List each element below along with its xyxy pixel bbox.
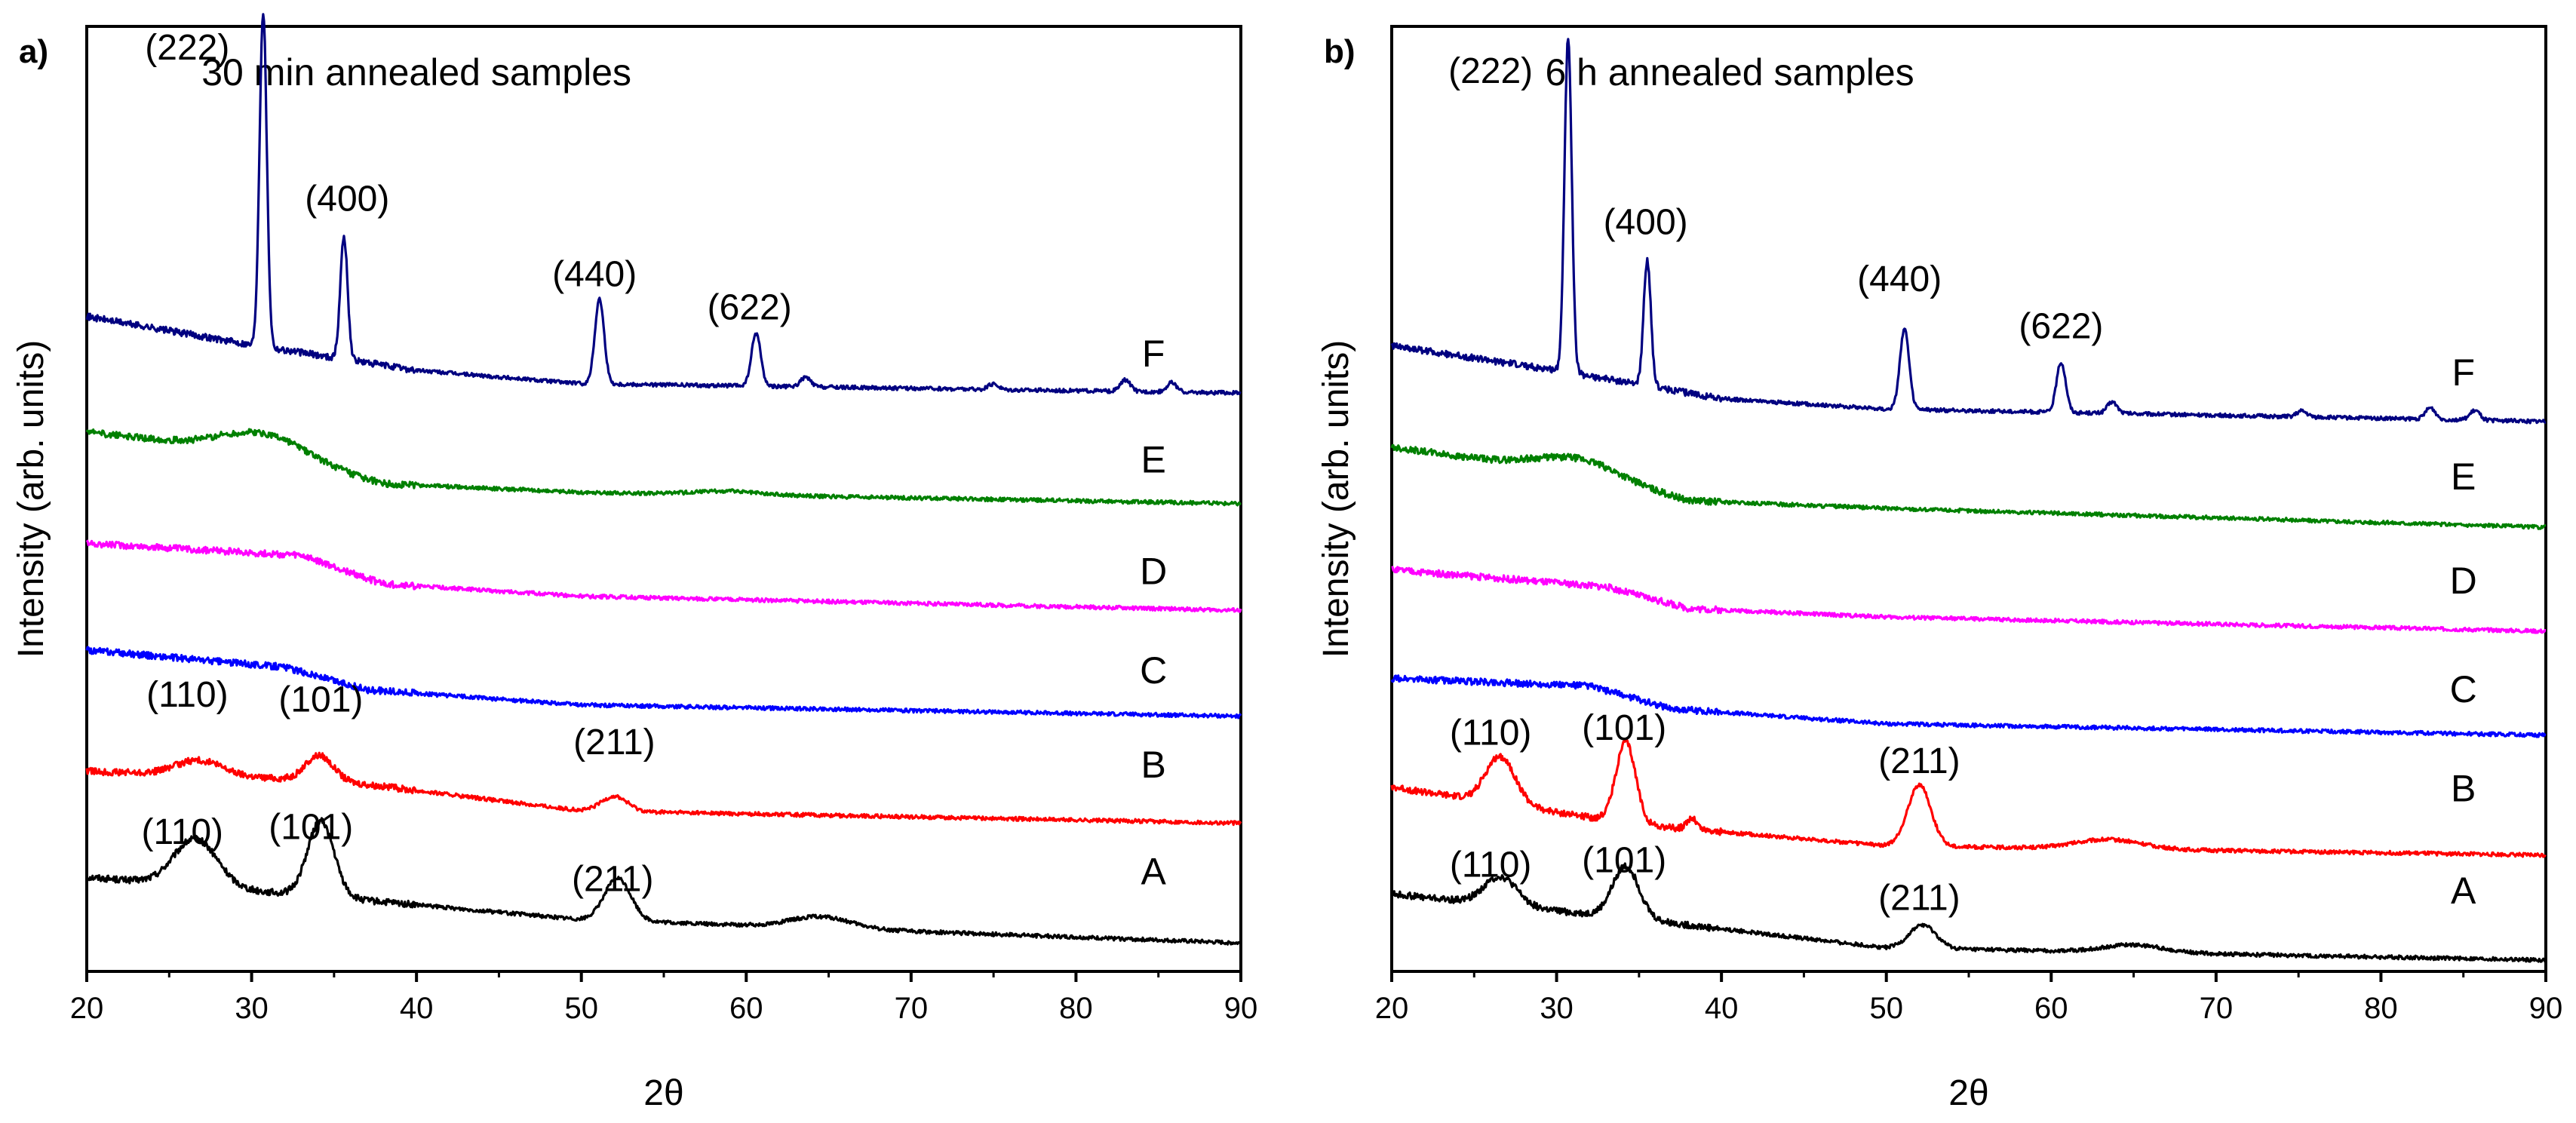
peak-annotation: (211) <box>573 723 656 762</box>
curve-label-F: F <box>1142 333 1165 375</box>
x-tick-label: 70 <box>895 992 929 1025</box>
series-line-A <box>85 817 1242 946</box>
series-line-B <box>85 751 1242 827</box>
curve-label-B: B <box>2451 767 2476 809</box>
x-tick-label: 60 <box>729 992 763 1025</box>
curve-label-A: A <box>2451 870 2476 912</box>
peak-annotation: (211) <box>1878 741 1960 781</box>
peak-annotation: (211) <box>572 859 654 899</box>
x-tick-label: 50 <box>1869 992 1903 1025</box>
curve-label-E: E <box>1141 438 1165 480</box>
series-line-D <box>1391 566 2547 634</box>
x-tick-label: 50 <box>564 992 598 1025</box>
peak-annotation: (400) <box>1604 203 1688 243</box>
y-axis-label: Intensity (arb. units) <box>11 340 51 658</box>
curve-label-C: C <box>1140 649 1167 692</box>
x-tick-label: 40 <box>1705 992 1739 1025</box>
curve-label-E: E <box>2451 456 2476 498</box>
x-tick-label: 60 <box>2034 992 2068 1025</box>
peak-annotation: (110) <box>1450 713 1532 753</box>
peak-annotation: (622) <box>708 287 792 327</box>
chart-title: 6 h annealed samples <box>1545 51 1914 94</box>
curve-label-A: A <box>1141 851 1166 893</box>
curve-label-C: C <box>2450 668 2477 710</box>
peak-annotation: (440) <box>1857 259 1942 299</box>
x-axis-label: 2θ <box>1948 1073 1988 1113</box>
series-line-D <box>85 539 1242 613</box>
peak-annotation: (222) <box>1448 51 1533 91</box>
series-line-E <box>1390 443 2547 530</box>
curve-label-D: D <box>2450 560 2477 602</box>
peak-annotation: (110) <box>142 812 224 852</box>
curve-label-F: F <box>2452 351 2475 394</box>
series-line-C <box>85 646 1242 720</box>
peak-annotation: (400) <box>305 179 389 219</box>
x-tick-label: 20 <box>1375 992 1409 1025</box>
chart-title: 30 min annealed samples <box>201 51 631 94</box>
curve-label-D: D <box>1140 550 1167 592</box>
x-tick-label: 90 <box>1224 992 1258 1025</box>
curve-label-B: B <box>1141 744 1165 786</box>
peak-annotation: (101) <box>269 808 353 848</box>
x-tick-label: 30 <box>1540 992 1574 1025</box>
y-axis-label: Intensity (arb. units) <box>1316 340 1356 658</box>
x-tick-label: 40 <box>400 992 434 1025</box>
peak-annotation: (101) <box>278 680 363 720</box>
x-tick-label: 30 <box>235 992 269 1025</box>
series-line-B <box>1390 738 2547 858</box>
xrd-panel-b: 20 30 40 50 60 70 80 90 2θ Intensity (arb. units)… <box>1316 25 2563 1113</box>
peak-annotation: (110) <box>1450 845 1532 885</box>
series-line-E <box>85 428 1242 507</box>
series-line-F <box>85 13 1242 396</box>
x-tick-label: 90 <box>2529 992 2563 1025</box>
x-tick-label: 70 <box>2200 992 2234 1025</box>
series-line-F <box>1390 38 2547 425</box>
panel-label: a) <box>19 33 48 70</box>
xrd-panel-a: 20 30 40 50 60 70 80 90 2θ Intensity (arb. units)… <box>11 13 1258 1113</box>
panel-label: b) <box>1324 33 1356 70</box>
peak-annotation: (101) <box>1582 708 1666 748</box>
x-tick-label: 80 <box>2364 992 2398 1025</box>
x-axis-label: 2θ <box>643 1073 683 1113</box>
x-tick-label: 20 <box>70 992 104 1025</box>
peak-annotation: (440) <box>552 255 637 295</box>
series-line-C <box>1390 674 2547 738</box>
series-line-A <box>1391 862 2547 963</box>
peak-annotation: (110) <box>146 675 229 715</box>
peak-annotation: (222) <box>145 28 229 68</box>
x-tick-label: 80 <box>1059 992 1093 1025</box>
peak-annotation: (211) <box>1878 879 1960 919</box>
peak-annotation: (622) <box>2019 306 2103 346</box>
peak-annotation: (101) <box>1582 840 1666 880</box>
